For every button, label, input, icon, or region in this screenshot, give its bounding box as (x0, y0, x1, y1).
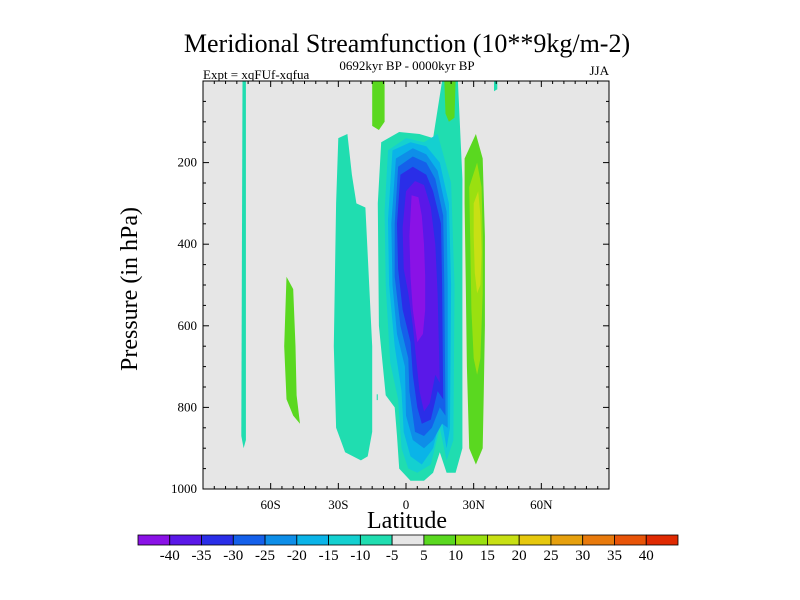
colorbar-label: 20 (512, 548, 527, 564)
contour-region-15 (444, 81, 456, 122)
colorbar-box (582, 534, 615, 546)
contour-region-17 (376, 394, 378, 401)
contour-regions (241, 81, 498, 481)
axes: 60S 30S 0 30N 60N 200 400 600 800 1000 (171, 80, 610, 512)
colorbar-label: 30 (575, 548, 590, 564)
contour-region-11 (409, 195, 426, 343)
period-label: 0692kyr BP - 0000kyr BP (339, 58, 474, 73)
colorbar-box (614, 534, 647, 546)
colorbar-box (137, 534, 171, 546)
colorbar-label: 35 (607, 548, 622, 564)
colorbar-box (518, 534, 552, 546)
colorbar-box (169, 534, 202, 546)
colorbar-label: -20 (287, 548, 307, 564)
colorbar-label: -10 (350, 548, 370, 564)
y-tick-label: 600 (178, 318, 198, 333)
x-axis-title: Latitude (367, 508, 447, 534)
colorbar-box (359, 534, 393, 546)
colorbar-box (328, 534, 361, 546)
colorbar-box (264, 534, 298, 546)
y-tick-label: 200 (178, 155, 198, 170)
colorbar-label: 10 (448, 548, 463, 564)
colorbar-label: -25 (255, 548, 275, 564)
y-tick-label: 800 (178, 399, 198, 414)
chart-title: Meridional Streamfunction (10**9kg/m-2) (184, 29, 630, 58)
x-tick-label: 0 (403, 497, 410, 512)
colorbar-box (232, 534, 266, 546)
contour-region-2 (333, 134, 373, 461)
contour-region-3 (372, 81, 385, 130)
colorbar-box (391, 534, 425, 546)
y-axis-title: Pressure (in hPa) (117, 207, 143, 371)
colorbar-box (296, 534, 329, 546)
contour-region-0 (241, 81, 246, 449)
y-tick-label: 1000 (171, 481, 197, 496)
season-label: JJA (589, 63, 609, 78)
x-tick-label: 60N (530, 497, 553, 512)
colorbar-box (423, 534, 457, 546)
x-tick-label: 30N (462, 497, 485, 512)
colorbar-label: 40 (639, 548, 654, 564)
experiment-label: Expt = xqFUf-xqfua (203, 67, 309, 82)
colorbar-label: 15 (480, 548, 495, 564)
colorbar-label: -30 (223, 548, 243, 564)
colorbar-label: -35 (192, 548, 212, 564)
colorbar-box (201, 534, 234, 546)
x-tick-label: 30S (328, 497, 348, 512)
colorbar-label: -5 (386, 548, 399, 564)
colorbar-label: -40 (160, 548, 180, 564)
colorbar: -40 -35 -30 -25 -20 -15 -10 -5 5 10 15 20 25 30 35 40 (137, 534, 679, 564)
colorbar-box (487, 534, 520, 546)
colorbar-label: 25 (543, 548, 558, 564)
colorbar-label: 5 (420, 548, 428, 564)
x-tick-label: 60S (261, 497, 281, 512)
colorbar-label: -15 (319, 548, 339, 564)
colorbar-box (550, 534, 584, 546)
colorbar-box (455, 534, 488, 546)
colorbar-box (645, 534, 679, 546)
y-tick-label: 400 (178, 236, 198, 251)
contour-region-1 (284, 276, 300, 424)
contour-region-14 (473, 191, 482, 294)
